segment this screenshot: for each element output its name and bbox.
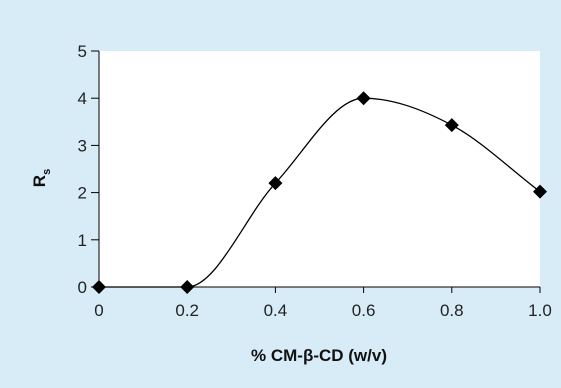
data-point-marker xyxy=(356,91,371,106)
markers xyxy=(92,91,547,294)
x-tick-label: 0.2 xyxy=(175,301,199,320)
x-tick-label: 1.0 xyxy=(528,301,552,320)
y-axis-title: Rs xyxy=(30,169,53,187)
y-tick-label: 5 xyxy=(78,42,87,61)
tick-labels: 0 1 2 3 4 5 0 0.2 0.4 0.6 0.8 1.0 xyxy=(78,42,552,320)
x-tick-label: 0.6 xyxy=(352,301,376,320)
data-point-marker xyxy=(92,280,106,294)
y-tick-label: 0 xyxy=(78,278,87,297)
y-tick-label: 3 xyxy=(78,136,87,155)
y-axis-title-main: R xyxy=(30,175,49,187)
plot-area xyxy=(99,51,540,287)
y-tick-label: 2 xyxy=(78,184,87,203)
data-point-marker xyxy=(533,184,547,199)
x-tick-label: 0.8 xyxy=(440,301,464,320)
data-point-marker xyxy=(444,118,459,133)
x-axis-title: % CM-β-CD (w/v) xyxy=(251,346,387,365)
y-tick-label: 1 xyxy=(78,231,87,250)
y-tick-label: 4 xyxy=(78,89,87,108)
data-point-marker xyxy=(268,176,283,191)
data-point-marker xyxy=(180,280,195,294)
x-tick-label: 0.4 xyxy=(264,301,288,320)
x-tick-label: 0 xyxy=(94,301,103,320)
y-axis-title-subscript: s xyxy=(41,169,53,175)
